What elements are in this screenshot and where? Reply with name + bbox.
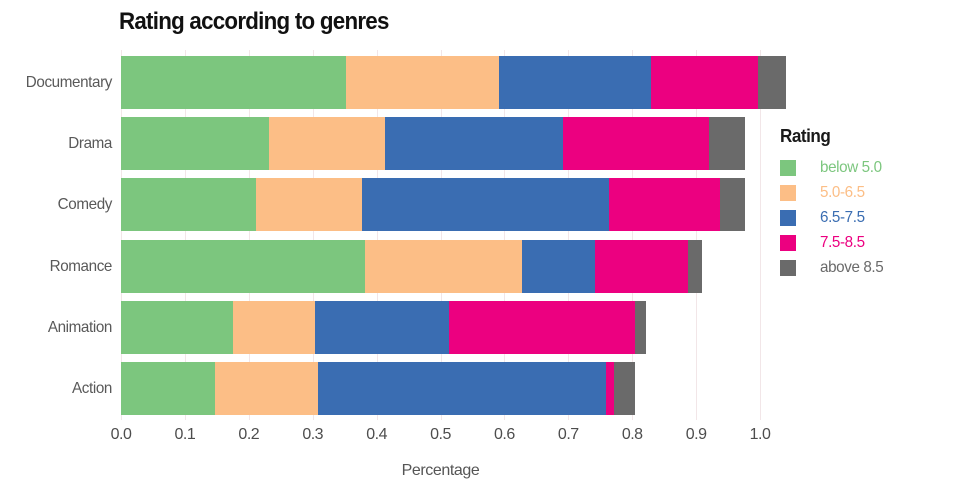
legend-title: Rating: [780, 126, 831, 146]
legend-item-label: 6.5-7.5: [820, 208, 865, 226]
legend-swatch: [780, 209, 796, 226]
bar-segment: [449, 300, 635, 354]
bar-segment: [614, 362, 635, 415]
gridline: [440, 50, 442, 420]
legend-item: above 8.5: [779, 255, 954, 280]
gridline: [504, 50, 506, 420]
bar-segment: [121, 239, 366, 293]
bar-segment: [651, 56, 759, 109]
bar-segment: [758, 56, 786, 109]
x-axis-title: Percentage: [401, 462, 480, 479]
bar-segment: [361, 178, 610, 232]
bar-segment: [687, 239, 703, 293]
x-tick-label: 1.0: [749, 426, 771, 443]
gridline: [248, 50, 250, 420]
gridline: [376, 50, 378, 420]
x-tick-label: 0.7: [557, 426, 579, 443]
x-tick-label: 0.8: [621, 426, 643, 443]
legend-swatch: [780, 159, 796, 176]
bar-segment: [606, 362, 615, 415]
bar-segment: [233, 300, 316, 354]
bar-segment: [595, 239, 688, 293]
bar-segment: [498, 56, 652, 109]
bar-segment: [634, 300, 646, 354]
legend-item: 6.5-7.5: [779, 205, 954, 230]
category-label: Animation: [47, 318, 113, 336]
bar-segment: [719, 178, 746, 232]
bar-segment: [121, 178, 257, 232]
legend-item: 5.0-6.5: [779, 180, 954, 205]
category-label: Romance: [49, 257, 113, 275]
legend-swatch: [780, 184, 796, 201]
bar-segment: [384, 117, 563, 171]
bar-segment: [317, 362, 606, 415]
legend-item-label: 7.5-8.5: [820, 233, 865, 251]
x-tick-label: 0.1: [174, 426, 196, 443]
chart-title: Rating according to genres: [119, 8, 389, 35]
category-label: Action: [72, 380, 112, 397]
gridline: [312, 50, 314, 420]
legend-item-label: 5.0-6.5: [820, 183, 865, 201]
legend-swatch: [780, 259, 796, 276]
legend-item-label: above 8.5: [820, 258, 884, 276]
bar-segment: [345, 56, 499, 109]
bar-segment: [708, 117, 746, 171]
gridline: [568, 50, 570, 420]
gridline: [760, 50, 761, 420]
bar-segment: [256, 178, 362, 232]
x-tick-label: 0.4: [366, 426, 387, 443]
category-label: Drama: [68, 135, 112, 153]
bar-segment: [609, 178, 720, 232]
bar-segment: [121, 300, 234, 354]
bar-segment: [121, 117, 269, 171]
category-label: Documentary: [25, 74, 113, 91]
x-tick-label: 0.0: [110, 426, 132, 443]
gridline: [632, 50, 634, 420]
x-tick-label: 0.3: [302, 426, 324, 443]
bar-segment: [562, 117, 709, 171]
bar-segment: [522, 239, 596, 293]
legend-item: 7.5-8.5: [779, 230, 954, 255]
legend-swatch: [780, 234, 796, 251]
legend-item: below 5.0: [779, 155, 954, 180]
x-tick-label: 0.5: [430, 426, 451, 443]
bar-segment: [268, 117, 385, 171]
bar-segment: [121, 56, 346, 109]
bar-segment: [121, 362, 215, 415]
legend: Rating below 5.0 5.0-6.5 6.5-7.5 7.5-8.5 abo…: [779, 126, 954, 280]
legend-items: below 5.0 5.0-6.5 6.5-7.5 7.5-8.5 above 8.5: [779, 155, 954, 280]
category-label: Comedy: [57, 196, 113, 214]
bar-segment: [214, 362, 318, 415]
gridline: [121, 50, 122, 420]
gridline: [696, 50, 698, 420]
bar-segment: [315, 300, 450, 354]
x-tick-label: 0.2: [238, 426, 260, 443]
x-tick-label: 0.6: [494, 426, 515, 443]
x-tick-label: 0.9: [685, 426, 707, 443]
gridline: [184, 50, 186, 420]
legend-item-label: below 5.0: [820, 158, 882, 176]
bar-segment: [365, 239, 523, 293]
